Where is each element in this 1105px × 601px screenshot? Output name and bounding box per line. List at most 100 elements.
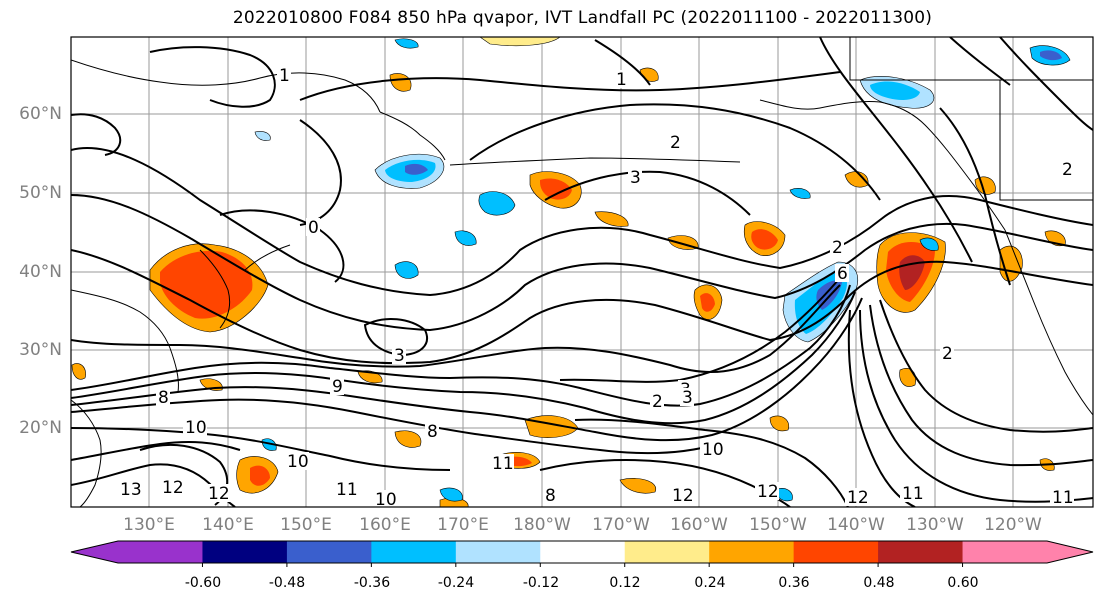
- contour-label: 3: [392, 346, 406, 366]
- colorbar-segment: [455, 541, 541, 563]
- contour-label: 3: [680, 388, 694, 408]
- contour-label: 3: [628, 168, 642, 188]
- svg-text:12: 12: [847, 488, 869, 508]
- svg-text:11: 11: [1052, 488, 1074, 508]
- contour-label: 9: [330, 377, 344, 397]
- colorbar-tick-label: 0.24: [694, 575, 726, 591]
- lat-label: 30°N: [19, 340, 62, 360]
- svg-text:11: 11: [336, 480, 358, 500]
- colorbar-segment: [540, 541, 626, 563]
- contour-label: 1: [614, 70, 628, 90]
- svg-text:2: 2: [942, 344, 953, 364]
- colorbar-tick-label: 0.36: [778, 575, 810, 591]
- svg-text:8: 8: [158, 388, 169, 408]
- colorbar-segment: [878, 541, 964, 563]
- svg-text:3: 3: [682, 388, 693, 408]
- contour-label: 11: [1050, 488, 1074, 508]
- svg-text:11: 11: [492, 454, 514, 474]
- contour-label: 11: [490, 454, 514, 474]
- colorbar-segment: [202, 541, 288, 563]
- colorbar-segment: [793, 541, 879, 563]
- colorbar-segment: [709, 541, 795, 563]
- contour-label: 6: [835, 264, 849, 284]
- contour-label: 12: [845, 488, 869, 508]
- svg-text:9: 9: [332, 377, 343, 397]
- contour-label: 0: [306, 218, 320, 238]
- svg-text:3: 3: [630, 168, 641, 188]
- contour-label: 11: [900, 484, 924, 504]
- colorbar-tick-label: -0.36: [353, 575, 391, 591]
- contour-label: 2: [1060, 160, 1074, 180]
- contour-label: 10: [700, 440, 724, 460]
- colorbar-tick-label: 0.60: [947, 575, 979, 591]
- colorbar-segment: [118, 541, 203, 563]
- svg-text:12: 12: [162, 478, 184, 498]
- contour-label: 2: [668, 133, 682, 153]
- lon-label: 150°W: [749, 515, 807, 535]
- ivt-contours: [71, 37, 1093, 507]
- svg-text:2: 2: [1062, 160, 1073, 180]
- lon-label: 120°W: [984, 515, 1042, 535]
- lon-label: 170°W: [592, 515, 650, 535]
- colorbar-tick-label: 0.12: [609, 575, 641, 591]
- lon-label: 130°W: [906, 515, 964, 535]
- colorbar-tick-label: -0.24: [437, 575, 475, 591]
- svg-text:12: 12: [672, 486, 694, 506]
- colorbar-extend-high: [1047, 541, 1093, 563]
- lat-label: 40°N: [19, 262, 62, 282]
- svg-text:10: 10: [287, 452, 309, 472]
- contour-label: 12: [206, 484, 230, 504]
- svg-text:6: 6: [837, 264, 848, 284]
- colorbar-tick-label: -0.48: [268, 575, 306, 591]
- lon-label: 180°W: [513, 515, 571, 535]
- lon-label: 160°W: [670, 515, 728, 535]
- svg-text:11: 11: [902, 484, 924, 504]
- svg-text:1: 1: [279, 66, 290, 86]
- contour-label: 2: [940, 344, 954, 364]
- svg-text:8: 8: [427, 422, 438, 442]
- contour-label: 10: [373, 490, 397, 507]
- svg-text:2: 2: [652, 392, 663, 412]
- contour-label: 10: [285, 452, 309, 472]
- svg-text:2: 2: [832, 238, 843, 258]
- svg-text:10: 10: [702, 440, 724, 460]
- svg-text:12: 12: [208, 484, 230, 504]
- svg-text:12: 12: [757, 482, 779, 502]
- colorbar: [70, 540, 1094, 567]
- lon-label: 130°E: [123, 515, 175, 535]
- svg-text:8: 8: [545, 486, 556, 506]
- svg-text:10: 10: [185, 418, 207, 438]
- colorbar-extend-low: [71, 541, 118, 563]
- contour-label: 11: [334, 480, 358, 500]
- lat-label: 20°N: [19, 418, 62, 438]
- svg-text:3: 3: [394, 346, 405, 366]
- colorbar-segment: [286, 541, 372, 563]
- lat-label: 50°N: [19, 183, 62, 203]
- colorbar-tick-label: -0.12: [522, 575, 560, 591]
- lon-label: 140°E: [202, 515, 254, 535]
- colorbar-tick-label: -0.60: [184, 575, 222, 591]
- lon-label: 170°E: [437, 515, 489, 535]
- colorbar-outline: [70, 540, 1094, 564]
- plot-title: 2022010800 F084 850 hPa qvapor, IVT Land…: [232, 8, 933, 28]
- contour-label: 8: [425, 422, 439, 442]
- lon-label: 140°W: [827, 515, 885, 535]
- contour-label: 12: [670, 486, 694, 506]
- colorbar-segment: [371, 541, 457, 563]
- contour-label: 12: [755, 482, 779, 502]
- contour-label: 10: [183, 418, 207, 438]
- map-frame: [70, 36, 1094, 508]
- contour-label: 1: [277, 66, 291, 86]
- contour-label: 2: [650, 392, 664, 412]
- contour-label-layer: 1 1 2 2 3 3 3 0 2 6 9 8 10 8 10 12 12 13…: [118, 66, 1074, 508]
- contour-label: 12: [160, 478, 184, 498]
- colorbar-segment: [962, 541, 1048, 563]
- colorbar-tick-label: 0.48: [863, 575, 895, 591]
- svg-text:1: 1: [616, 70, 627, 90]
- contour-label: 2: [830, 238, 844, 258]
- contour-label: 8: [543, 486, 557, 506]
- colorbar-segment: [624, 541, 710, 563]
- svg-text:13: 13: [120, 480, 142, 500]
- coastlines: [71, 37, 1093, 507]
